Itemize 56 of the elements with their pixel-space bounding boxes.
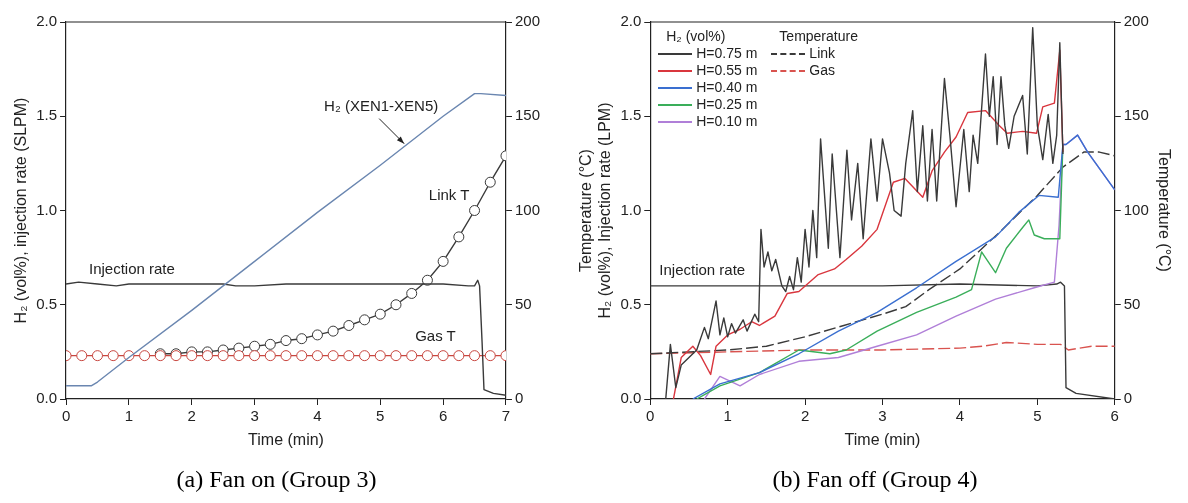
y-axis-title: H₂ (vol%), injection rate (SLPM) (12, 97, 30, 324)
legend-label: Gas (809, 62, 836, 79)
y-tick-label: 1.0 (620, 200, 642, 218)
x-tick-label: 5 (1033, 407, 1042, 425)
y2-tick-label: 100 (1123, 200, 1149, 218)
x-axis-title: Time (min) (248, 431, 324, 449)
x-axis-title: Time (min) (844, 431, 921, 449)
y-tick-label: 1.5 (620, 106, 642, 124)
x-tick-label: 3 (878, 407, 887, 425)
y2-tick-label: 200 (514, 12, 540, 30)
text: (b) Fan off (Group 4) (772, 465, 978, 492)
x-tick-label: 1 (723, 407, 732, 425)
y-tick-label: 0.0 (36, 389, 58, 407)
x-tick-label: 1 (124, 407, 134, 425)
y2-tick-label: 50 (514, 294, 532, 312)
x-tick-label: 4 (313, 407, 322, 425)
x-tick-label: 2 (187, 407, 196, 425)
y-tick-label: 0.5 (620, 294, 642, 312)
x-tick-label: 3 (250, 407, 259, 425)
y2-tick-label: 100 (514, 200, 540, 218)
y-tick-label: 0.5 (36, 294, 58, 312)
y2-tick-label: 200 (1123, 12, 1149, 30)
y-tick-label: 0.0 (620, 389, 642, 407)
y2-tick-label: 50 (1123, 294, 1141, 312)
y2-tick-label: 0 (514, 389, 524, 407)
y2-tick-label: 150 (1123, 106, 1149, 124)
x-tick-label: 7 (501, 407, 511, 425)
legend-label: H=0.40 m (696, 79, 758, 96)
y-tick-label: 1.5 (36, 106, 58, 124)
legend-label: H=0.25 m (696, 96, 758, 113)
legend-label: H=0.75 m (696, 45, 758, 62)
y-tick-label: 2.0 (36, 12, 58, 30)
legend-label: Link (809, 45, 836, 62)
x-tick-label: 2 (800, 407, 810, 425)
legend-title: H₂ (vol%) (665, 28, 727, 45)
y2-tick-label: 150 (514, 106, 540, 124)
series-label: Injection rate (659, 261, 746, 279)
y-axis-title: Temperature (°C) H₂ (vol%), Injection rate (LPM) (577, 102, 614, 319)
legend-label: H=0.10 m (696, 113, 758, 130)
x-tick-label: 6 (1110, 407, 1119, 425)
series-label: H₂ (XEN1-XEN5) (324, 96, 439, 114)
x-tick-label: 4 (955, 407, 965, 425)
y-tick-label: 2.0 (620, 12, 642, 30)
x-tick-label: 0 (61, 407, 71, 425)
series-label: Link T (428, 185, 470, 203)
series-label: Gas T (415, 326, 456, 344)
x-tick-label: 6 (438, 407, 448, 425)
y2-tick-label: 0 (1123, 389, 1133, 407)
legend-label: H=0.55 m (696, 62, 758, 79)
text: (a) Fan on (Group 3) (176, 465, 377, 492)
x-tick-label: 0 (646, 407, 655, 425)
y-tick-label: 1.0 (36, 200, 58, 218)
series-label: Injection rate (88, 260, 175, 278)
x-tick-label: 5 (376, 407, 385, 425)
y2-axis-title: Temperature (°C) (1155, 149, 1173, 272)
annotation: Temperature (778, 28, 858, 45)
